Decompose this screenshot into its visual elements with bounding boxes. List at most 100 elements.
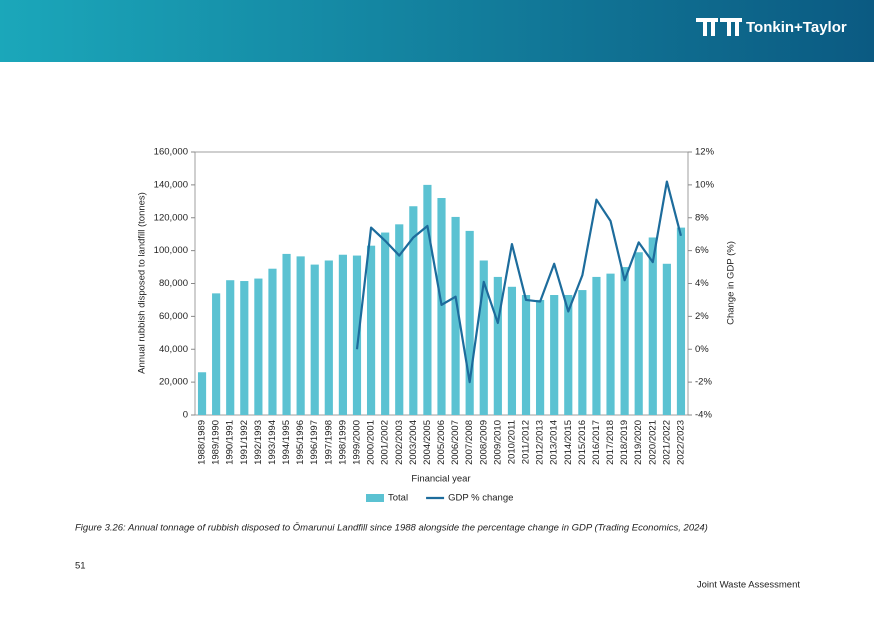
bar <box>620 267 629 415</box>
y-tick-label: 100,000 <box>154 245 188 256</box>
y-tick-label: 0 <box>183 410 188 421</box>
x-tick-label: 2014/2015 <box>563 420 574 465</box>
x-tick-label: 2015/2016 <box>577 420 588 465</box>
bar <box>451 216 460 415</box>
bar <box>578 290 587 415</box>
x-tick-label: 2019/2020 <box>633 420 644 465</box>
x-tick-label: 1996/1997 <box>309 420 320 465</box>
x-axis-title: Financial year <box>411 474 470 485</box>
x-tick-label: 2022/2023 <box>675 420 686 465</box>
x-tick-label: 2010/2011 <box>506 420 517 464</box>
x-tick-label: 1993/1994 <box>267 420 278 465</box>
bar <box>634 252 643 415</box>
bar <box>465 230 474 415</box>
caption: Figure 3.26: Annual tonnage of rubbish d… <box>75 523 708 534</box>
y-tick-label: 60,000 <box>159 311 188 322</box>
logo-text: Tonkin+Taylor <box>746 19 847 36</box>
x-tick-label: 2011/2012 <box>521 420 532 464</box>
y2-tick-label: 12% <box>695 147 715 158</box>
line <box>355 180 683 384</box>
y2-axis-title: Change in GDP (%) <box>726 241 737 325</box>
x-tick-label: 1989/1990 <box>211 420 222 465</box>
legend-swatch <box>366 494 384 502</box>
x-tick-label: 1990/1991 <box>225 420 236 465</box>
bar <box>240 281 249 415</box>
bar <box>437 198 446 415</box>
x-tick-label: 2016/2017 <box>591 420 602 465</box>
x-tick-label: 1994/1995 <box>281 420 292 465</box>
bar <box>521 295 531 415</box>
bar <box>338 254 347 415</box>
x-tick-label: 2000/2001 <box>366 420 377 465</box>
x-tick-label: 1998/1999 <box>337 420 348 465</box>
footer: Joint Waste Assessment <box>697 580 800 591</box>
x-tick-label: 2001/2002 <box>380 420 391 465</box>
bar <box>324 260 333 415</box>
x-tick-label: 1999/2000 <box>352 420 363 465</box>
x-tick-label: 2002/2003 <box>394 420 405 465</box>
y2-tick-label: 4% <box>695 278 709 289</box>
bar <box>352 255 362 415</box>
bar <box>254 278 263 415</box>
x-tick-label: 2004/2005 <box>422 420 433 465</box>
y-tick-label: 140,000 <box>154 179 188 190</box>
x-tick-label: 1991/1992 <box>239 420 250 465</box>
bar <box>606 273 615 415</box>
bar <box>676 227 686 415</box>
x-tick-label: 2018/2019 <box>619 420 630 465</box>
bar <box>550 295 559 415</box>
x-tick-label: 2013/2014 <box>549 420 560 465</box>
y-tick-label: 120,000 <box>154 212 188 223</box>
bar <box>268 268 277 415</box>
x-tick-label: 2021/2022 <box>661 420 672 465</box>
y2-tick-label: 6% <box>695 245 709 256</box>
y-tick-label: 40,000 <box>159 344 188 355</box>
bar <box>536 299 545 415</box>
x-tick-label: 2009/2010 <box>492 420 503 465</box>
x-tick-label: 2007/2008 <box>464 420 475 465</box>
bar <box>282 253 291 415</box>
x-tick-label: 2003/2004 <box>408 420 419 465</box>
bar <box>395 224 404 415</box>
bar <box>564 295 573 415</box>
bar <box>310 264 319 415</box>
page-number: 51 <box>75 561 86 572</box>
bar <box>592 276 601 415</box>
bar <box>423 184 432 415</box>
x-tick-label: 2005/2006 <box>436 420 447 465</box>
x-tick-label: 2012/2013 <box>535 420 546 465</box>
x-tick-label: 2020/2021 <box>647 420 658 465</box>
y2-tick-label: -4% <box>695 410 712 421</box>
x-tick-label: 2017/2018 <box>605 420 616 465</box>
legend-label: GDP % change <box>448 493 513 504</box>
bar <box>479 260 488 415</box>
bar <box>507 286 517 415</box>
y2-tick-label: 0% <box>695 344 709 355</box>
bar <box>212 293 221 415</box>
bar <box>197 372 207 415</box>
bar <box>381 232 390 415</box>
x-tick-label: 2006/2007 <box>450 420 461 465</box>
y-tick-label: 80,000 <box>159 278 188 289</box>
y2-tick-label: -2% <box>695 377 712 388</box>
y-tick-label: 20,000 <box>159 377 188 388</box>
bar <box>493 276 502 415</box>
y2-tick-label: 2% <box>695 311 709 322</box>
legend-label: Total <box>388 493 408 504</box>
bar <box>366 245 376 415</box>
x-tick-label: 1995/1996 <box>295 420 306 465</box>
x-tick-label: 1988/1989 <box>197 420 208 465</box>
bar <box>662 263 671 415</box>
y-axis-title: Annual rubbish disposed to landfill (ton… <box>137 192 148 374</box>
x-tick-label: 1992/1993 <box>253 420 264 465</box>
y2-tick-label: 10% <box>695 179 715 190</box>
bar <box>296 256 305 415</box>
bar <box>409 206 418 415</box>
logo-icon <box>696 18 742 36</box>
y2-tick-label: 8% <box>695 212 709 223</box>
y-tick-label: 160,000 <box>154 147 188 158</box>
x-tick-label: 1997/1998 <box>323 420 334 465</box>
header-band <box>0 0 874 62</box>
bar <box>226 280 235 415</box>
